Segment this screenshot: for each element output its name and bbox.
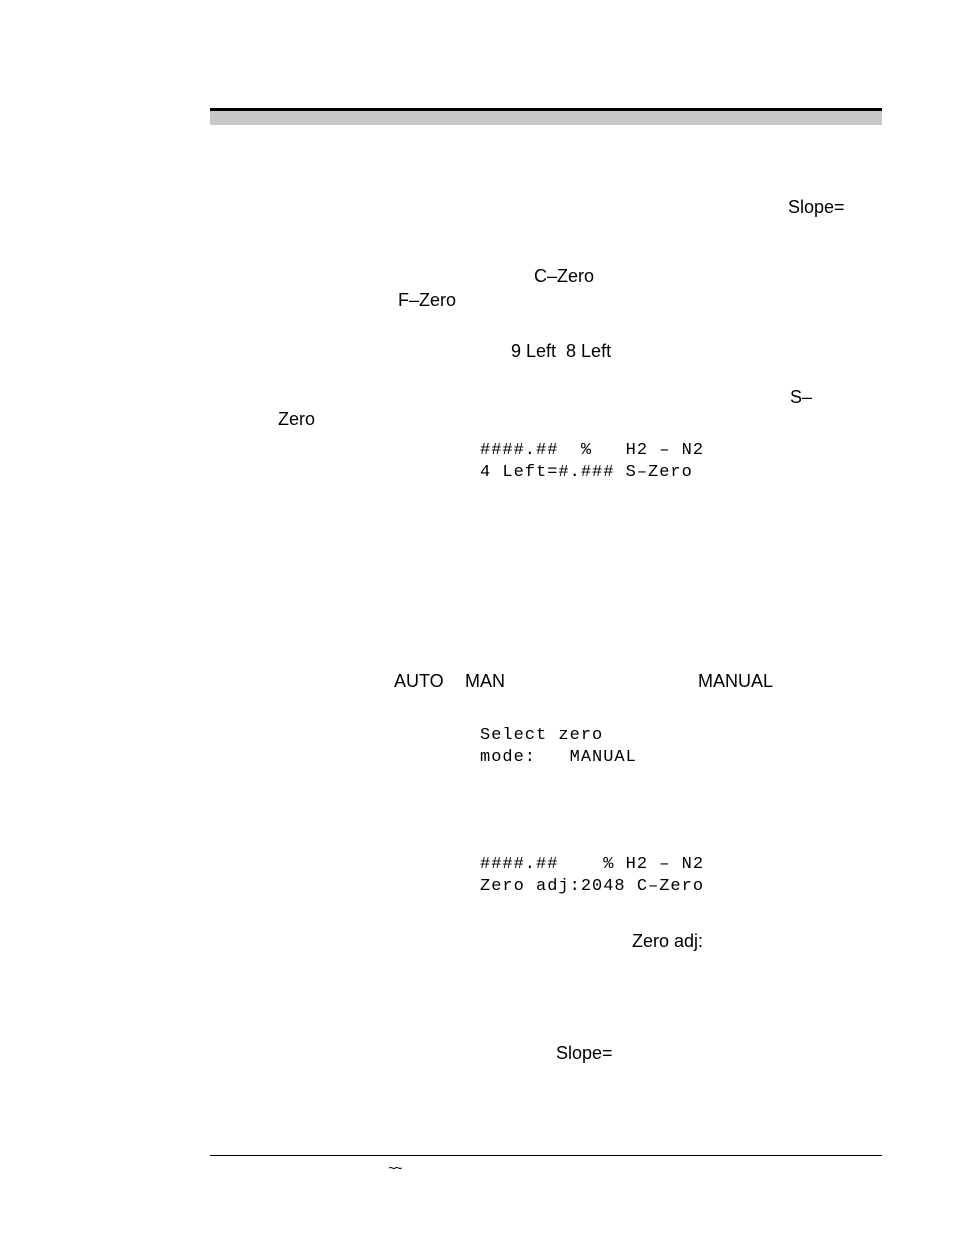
- zero-adj-label: Zero adj:: [632, 930, 703, 952]
- mono-mix-line1: ####.## % H2 – N2: [480, 440, 704, 462]
- mono-mix2-line1: ####.## % H2 – N2: [480, 854, 704, 876]
- slope-label-bottom: Slope=: [556, 1042, 613, 1064]
- mono-mix2-line2: Zero adj:2048 C–Zero: [480, 876, 704, 898]
- footer-glyph-icon: ~~: [388, 1160, 400, 1176]
- page: Slope= C–Zero F–Zero 9 Left 8 Left S– Ze…: [0, 0, 954, 1235]
- s-dash-label: S–: [790, 386, 812, 408]
- header-rule: [210, 108, 882, 125]
- mono-select-line2: mode: MANUAL: [480, 747, 637, 769]
- man-label: MAN: [465, 670, 505, 692]
- slope-label-top: Slope=: [788, 196, 845, 218]
- nine-eight-left-label: 9 Left 8 Left: [511, 340, 611, 362]
- mono-mix-line2: 4 Left=#.### S–Zero: [480, 462, 693, 484]
- c-zero-label: C–Zero: [534, 265, 594, 287]
- mono-select-line1: Select zero: [480, 725, 603, 747]
- auto-label: AUTO: [394, 670, 444, 692]
- footer-rule: [210, 1155, 882, 1156]
- f-zero-label: F–Zero: [398, 289, 456, 311]
- manual-label: MANUAL: [698, 670, 773, 692]
- zero-label: Zero: [278, 408, 315, 430]
